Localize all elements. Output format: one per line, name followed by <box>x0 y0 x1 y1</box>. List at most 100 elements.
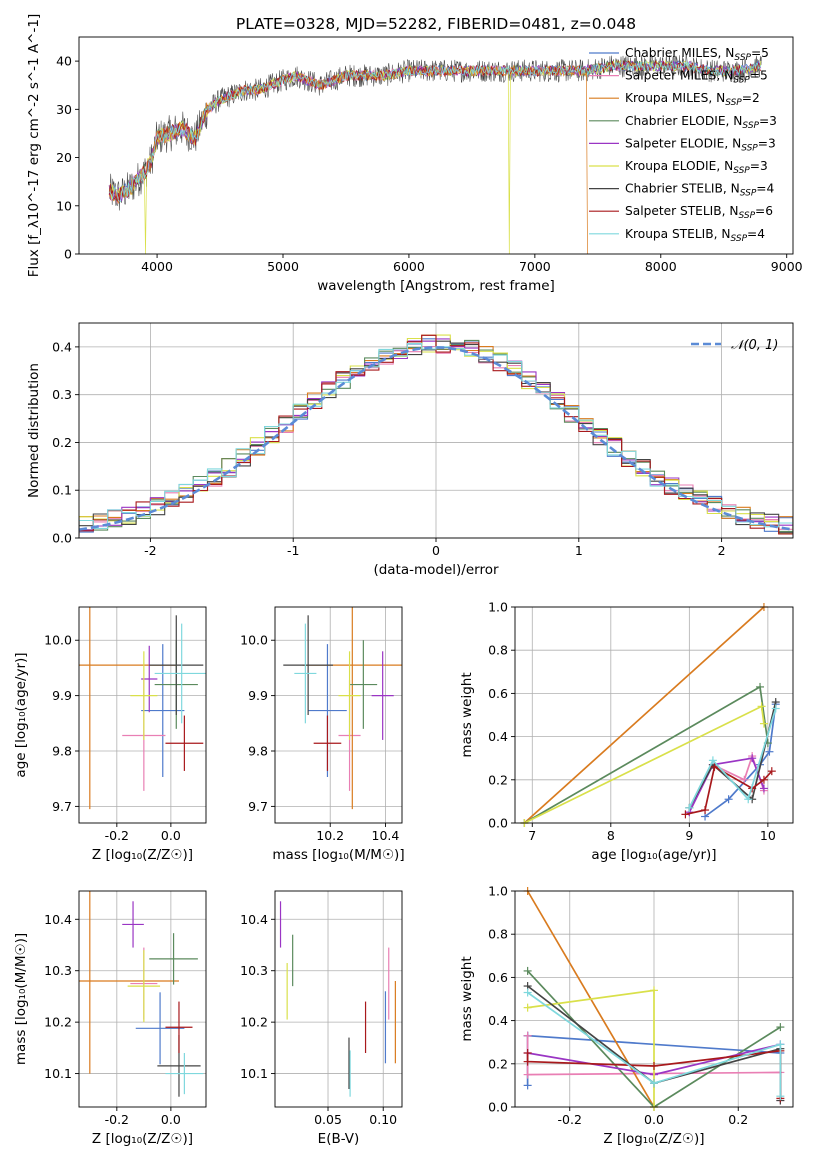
y-tick-label: 0.3 <box>52 387 72 402</box>
y-tick-label: 9.9 <box>248 688 268 703</box>
gridlines <box>275 891 402 1107</box>
x-axis-label: Z [log₁₀(Z/Z☉)] <box>92 1131 193 1147</box>
weight-marker <box>756 682 765 691</box>
axes-frame <box>274 606 403 824</box>
panel-mass-age: 10.2 10.4 9.7 9.8 9.9 10.0 mass [log₁₀(M/M☉)] <box>240 606 405 863</box>
y-tick-label: 10.4 <box>240 912 268 927</box>
y-tick-label: 0.8 <box>488 643 508 658</box>
x-tick-label: 0.2 <box>728 1112 748 1127</box>
weight-line <box>685 765 773 816</box>
x-tick-label: 8000 <box>645 259 677 274</box>
y-axis-label: mass [log₁₀(M/M☉)] <box>13 933 29 1065</box>
x-tick-label: 0.0 <box>161 1112 181 1127</box>
weight-line <box>523 685 769 824</box>
y-axis-label: Flux [f_λ10^-17 erg cm^-2 s^-1 A^-1] <box>26 14 42 277</box>
weight-marker <box>759 775 768 784</box>
legend-label: Salpeter ELODIE, NSSP=3 <box>625 136 776 153</box>
y-tick-label: 10.4 <box>44 912 72 927</box>
weight-marker <box>771 704 780 713</box>
x-tick-label: 10.4 <box>372 828 400 843</box>
axes-frame <box>78 36 794 255</box>
panel-ebv-mass: 0.05 0.10 10.1 10.2 10.3 10.4 E(B-V) <box>240 890 403 1147</box>
y-tick-label: 0.4 <box>52 339 72 354</box>
x-tick-label: 8 <box>607 828 615 843</box>
errorbar-point <box>338 651 361 740</box>
errorbar-point <box>349 640 378 729</box>
histogram-step <box>79 342 793 537</box>
gridlines <box>79 323 793 539</box>
x-axis-label: E(B-V) <box>318 1131 360 1147</box>
weight-marker <box>710 762 719 771</box>
x-tick-label: 0.0 <box>161 828 181 843</box>
errorbar-point <box>79 607 177 810</box>
y-tick-label: 0.0 <box>488 816 508 831</box>
legend-label: Kroupa MILES, NSSP=2 <box>625 91 760 108</box>
x-axis-label: wavelength [Angstrom, rest frame] <box>317 278 555 294</box>
gaussian-curve <box>78 346 794 531</box>
x-tick-label: 4000 <box>141 259 173 274</box>
x-tick-label: 0.0 <box>644 1112 664 1127</box>
y-axis-label: mass weight <box>459 672 475 757</box>
weight-marker <box>523 988 532 997</box>
errorbar-point <box>141 644 185 778</box>
y-tick-label: 1.0 <box>488 600 508 615</box>
weight-marker <box>523 1081 532 1090</box>
y-tick-label: 10.1 <box>240 1066 268 1081</box>
errorbar-point <box>135 992 185 1065</box>
legend-label: Salpeter STELIB, NSSP=6 <box>625 204 773 221</box>
x-axis-label: Z [log₁₀(Z/Z☉)] <box>92 847 193 863</box>
weight-marker <box>523 1031 532 1040</box>
y-tick-label: 0.0 <box>488 1100 508 1115</box>
weight-marker <box>681 810 690 819</box>
x-axis-label: (data-model)/error <box>373 562 499 578</box>
legend-label: Chabrier STELIB, NSSP=4 <box>625 182 774 199</box>
x-tick-label: 10 <box>760 828 776 843</box>
y-tick-label: 40 <box>56 54 72 69</box>
weight-line <box>527 991 782 1097</box>
y-tick-label: 0.2 <box>52 435 72 450</box>
weight-marker <box>650 986 658 995</box>
x-axis-label: age [log₁₀(age/yr)] <box>591 847 716 863</box>
errorbar-point <box>371 651 394 740</box>
weight-marker <box>740 775 749 784</box>
weight-line <box>688 708 777 809</box>
panel-z-weight: -0.2 0.0 0.2 0.0 0.2 0.4 0.6 0.8 1.0 Z [log₁₀(Z/Z… <box>459 884 794 1147</box>
y-axis-label: Normed distribution <box>26 363 42 498</box>
gridlines <box>79 891 206 1107</box>
axes-frame <box>78 606 207 824</box>
y-tick-label: 10.0 <box>240 633 268 648</box>
y-tick-label: 10.0 <box>44 633 72 648</box>
y-axis-label: age [log₁₀(age/yr)] <box>13 652 29 777</box>
errorbar-point <box>79 891 179 1074</box>
y-tick-label: 10.2 <box>44 1015 72 1030</box>
x-tick-label: 7 <box>528 828 536 843</box>
weight-marker <box>776 1040 785 1049</box>
errorbar-point <box>149 615 204 715</box>
spectrum-line <box>108 59 762 254</box>
x-tick-label: -2 <box>144 543 156 558</box>
y-tick-label: 10 <box>56 198 72 213</box>
x-axis-label: mass [log₁₀(M/M☉)] <box>272 847 404 863</box>
weight-marker <box>759 784 768 793</box>
y-tick-label: 10.2 <box>240 1015 268 1030</box>
weight-marker <box>708 756 717 765</box>
panel-age-weight: 7 8 9 10 0.0 0.2 0.4 0.6 0.8 1.0 age [log₁₀(age/yr… <box>459 600 794 863</box>
weight-marker <box>523 966 532 975</box>
weight-marker <box>776 1023 785 1032</box>
errorbar-point <box>294 623 317 724</box>
y-tick-label: 9.8 <box>52 744 72 759</box>
y-tick-label: 10.3 <box>44 963 72 978</box>
legend-label: Chabrier MILES, NSSP=5 <box>625 46 769 63</box>
y-tick-label: 9.8 <box>248 744 268 759</box>
y-tick-label: 0.2 <box>488 772 508 787</box>
weight-marker <box>776 1092 785 1101</box>
weight-marker <box>701 806 710 815</box>
weight-marker <box>757 702 766 711</box>
y-tick-label: 20 <box>56 150 72 165</box>
legend-label: Chabrier ELODIE, NSSP=3 <box>625 114 777 131</box>
legend: 𝒩(0, 1) <box>691 338 778 353</box>
histogram-step <box>79 334 793 536</box>
errorbar-point <box>165 715 204 771</box>
weight-marker <box>748 754 757 763</box>
x-tick-label: -0.2 <box>105 828 129 843</box>
